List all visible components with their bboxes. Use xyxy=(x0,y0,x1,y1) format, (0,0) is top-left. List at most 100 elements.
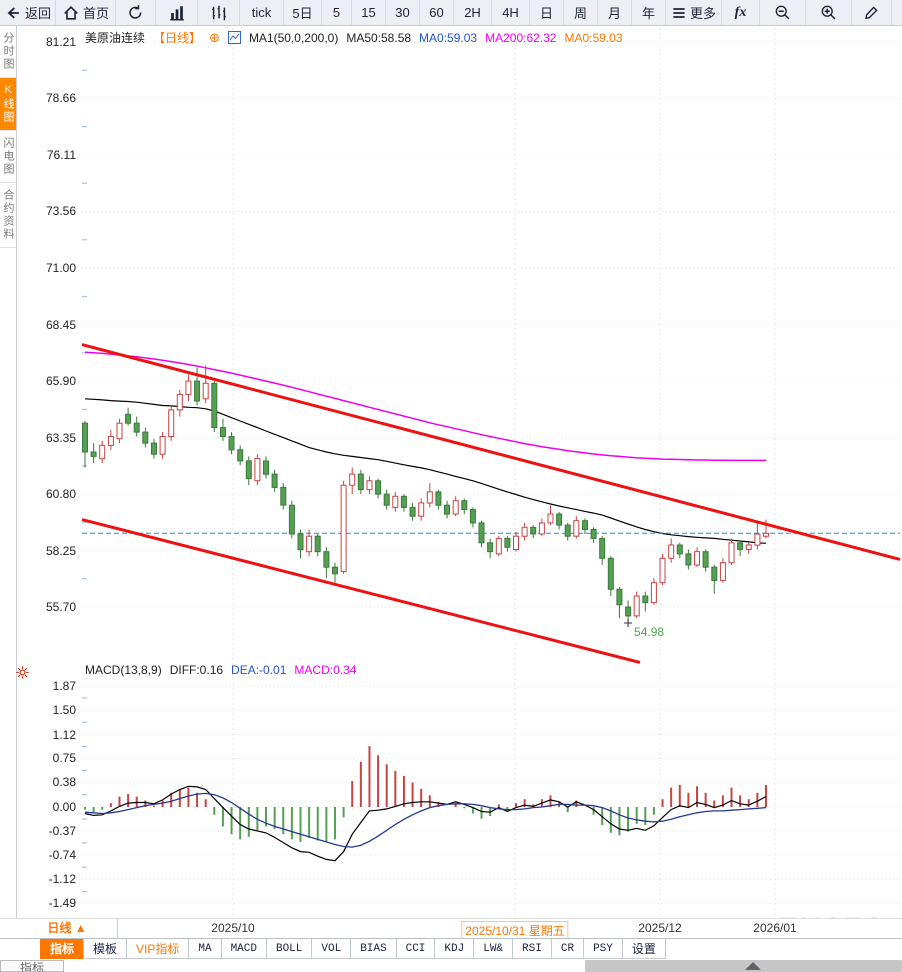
sidebar-tab-time-chart[interactable]: 分时图 xyxy=(0,26,16,78)
diff-value: DIFF:0.16 xyxy=(169,663,224,677)
candle-chart-icon xyxy=(210,4,228,22)
period-week-button[interactable]: 周 xyxy=(564,0,598,25)
tab-cr[interactable]: CR xyxy=(550,939,585,959)
main-y-tick: 58.25 xyxy=(45,543,76,558)
tab-lwr[interactable]: LW& xyxy=(473,939,514,959)
main-y-tick: 60.80 xyxy=(45,487,76,502)
svg-text:54.98: 54.98 xyxy=(634,625,664,639)
indicator-fx-button[interactable]: fx xyxy=(722,0,760,25)
tab-ma[interactable]: MA xyxy=(188,939,222,959)
period-4h-button-label: 4H xyxy=(502,5,519,20)
dea-value: DEA:-0.01 xyxy=(231,663,287,677)
toolbar-spacer xyxy=(0,939,41,959)
tab-bias[interactable]: BIAS xyxy=(350,939,397,959)
period-tag: 【日线】 xyxy=(153,31,202,45)
main-y-tick: 55.70 xyxy=(45,600,76,615)
tab-psy[interactable]: PSY xyxy=(583,939,623,959)
main-legend: 美原油连续 【日线】 ⊕ MA1(50,0,200,0) MA50:58.58 … xyxy=(85,29,623,46)
macd-y-tick: -1.12 xyxy=(48,872,76,887)
main-y-tick: 63.35 xyxy=(45,430,76,445)
period-5d-button-label: 5日 xyxy=(292,6,313,21)
period-tick-button-label: tick xyxy=(251,5,272,20)
sidebar-tab-lightning[interactable]: 闪电图 xyxy=(0,131,16,183)
macd-y-tick: 0.38 xyxy=(52,775,76,790)
main-y-tick: 68.45 xyxy=(45,317,76,332)
candle-chart-type-button[interactable] xyxy=(198,0,240,25)
zoom-out-button[interactable] xyxy=(760,0,806,25)
period-selector[interactable]: 日线 ▲ xyxy=(17,919,118,938)
back-arrow-icon xyxy=(4,4,22,22)
zoom-out-icon xyxy=(774,4,791,21)
tab-settings[interactable]: 设置 xyxy=(621,939,666,959)
tab-vip-indicator[interactable]: VIP指标 xyxy=(126,939,190,959)
tab-boll[interactable]: BOLL xyxy=(265,939,313,959)
tab-cci[interactable]: CCI xyxy=(395,939,436,959)
period-60m-button[interactable]: 60 xyxy=(420,0,454,25)
sidebar: 分时图 K线图 闪电图 合约资料 xyxy=(0,26,17,918)
zoom-in-button[interactable] xyxy=(806,0,852,25)
period-5m-button[interactable]: 5 xyxy=(322,0,352,25)
x-axis-row: 日线 ▲ 2025/10 2025/10/31 星期五 2025/12 2026/01 xyxy=(0,918,902,940)
macd-y-tick: 0.00 xyxy=(52,800,76,814)
refresh-icon xyxy=(127,4,144,21)
period-month-button[interactable]: 月 xyxy=(598,0,632,25)
date-label: 2026/01 xyxy=(753,921,797,935)
period-tick-button[interactable]: tick xyxy=(240,0,284,25)
period-selector-label: 日线 ▲ xyxy=(47,921,87,935)
back-button[interactable]: 返回 xyxy=(0,0,56,25)
period-15m-button-label: 15 xyxy=(361,5,376,20)
period-year-button-label: 年 xyxy=(641,6,655,21)
indicator-settings-icon[interactable] xyxy=(16,666,29,684)
tab-indicator[interactable]: 指标 xyxy=(40,939,85,959)
pencil-icon xyxy=(863,4,880,21)
main-y-tick: 81.21 xyxy=(45,35,76,49)
tab-rsi[interactable]: RSI xyxy=(512,939,552,959)
date-label: 2025/12 xyxy=(638,921,682,935)
period-5d-button[interactable]: 5日 xyxy=(284,0,322,25)
macd-y-tick: -1.49 xyxy=(48,896,76,911)
home-button[interactable]: 首页 xyxy=(56,0,116,25)
date-label: 2025/10 xyxy=(211,921,255,935)
partial-tab-label: 指标 xyxy=(19,961,44,972)
period-15m-button[interactable]: 15 xyxy=(352,0,386,25)
tab-kdj[interactable]: KDJ xyxy=(434,939,475,959)
draw-button[interactable] xyxy=(852,0,892,25)
macd-y-tick: -0.74 xyxy=(48,847,76,862)
period-month-button-label: 月 xyxy=(607,6,621,21)
main-y-tick: 73.56 xyxy=(45,204,76,219)
partial-next-row-tab[interactable]: 指标 xyxy=(0,960,64,972)
sidebar-tab-kline[interactable]: K线图 xyxy=(0,78,16,131)
add-indicator-icon[interactable]: ⊕ xyxy=(209,29,220,45)
top-toolbar: 返回 首页 tick 5日 5 15 30 60 2H 4H 日 周 月 年 更多 fx xyxy=(0,0,902,26)
period-4h-button[interactable]: 4H xyxy=(492,0,530,25)
tab-vol[interactable]: VOL xyxy=(311,939,352,959)
more-button[interactable]: 更多 xyxy=(666,0,722,25)
main-y-tick: 76.11 xyxy=(46,147,76,162)
period-day-button[interactable]: 日 xyxy=(530,0,564,25)
mini-chart-icon xyxy=(227,31,241,44)
period-30m-button-label: 30 xyxy=(395,5,410,20)
ma50-value: MA50:58.58 xyxy=(346,30,412,45)
bar-chart-type-button[interactable] xyxy=(156,0,198,25)
more-button-label: 更多 xyxy=(689,6,716,21)
period-2h-button[interactable]: 2H xyxy=(454,0,492,25)
panel-resize-handle[interactable] xyxy=(585,960,902,972)
macd-title: MACD(13,8,9) xyxy=(85,663,162,677)
back-button-label: 返回 xyxy=(24,6,51,21)
macd-legend: MACD(13,8,9) DIFF:0.16 DEA:-0.01 MACD:0.… xyxy=(85,663,356,677)
bar-chart-icon xyxy=(168,4,186,22)
menu-icon xyxy=(671,5,687,21)
macd-value: MACD:0.34 xyxy=(294,663,357,677)
home-icon xyxy=(62,4,80,22)
period-year-button[interactable]: 年 xyxy=(632,0,666,25)
sidebar-tab-contract-info[interactable]: 合约资料 xyxy=(0,183,16,248)
period-30m-button[interactable]: 30 xyxy=(386,0,420,25)
tab-macd[interactable]: MACD xyxy=(220,939,267,959)
indicator-fx-button-label: fx xyxy=(734,4,747,20)
period-2h-button-label: 2H xyxy=(464,5,481,20)
refresh-button[interactable] xyxy=(116,0,156,25)
tab-template[interactable]: 模板 xyxy=(83,939,128,959)
main-y-tick: 78.66 xyxy=(45,91,76,106)
